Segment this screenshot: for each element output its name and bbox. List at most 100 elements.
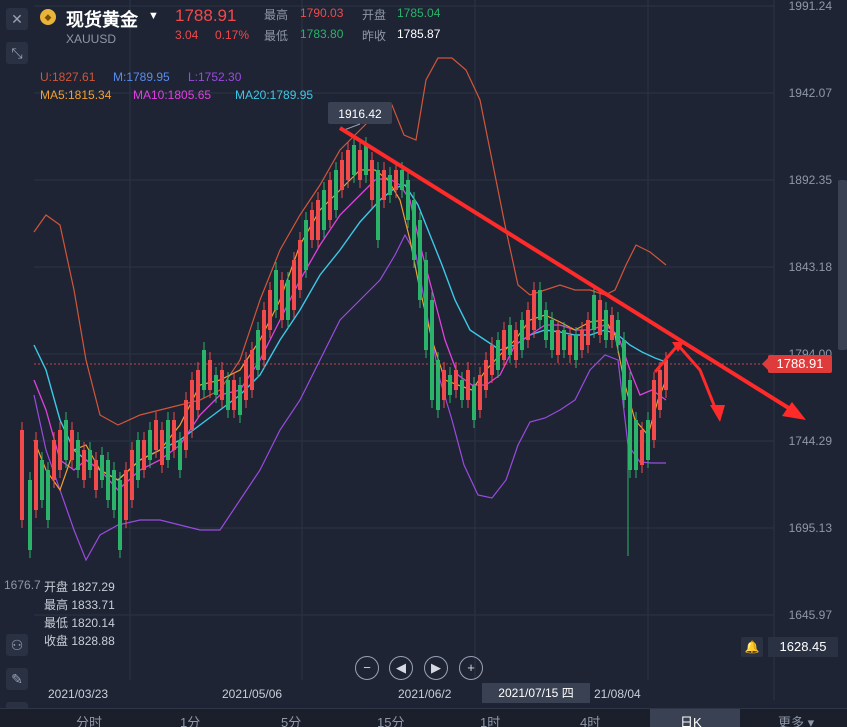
candle-body bbox=[616, 320, 620, 345]
candle-body bbox=[190, 380, 194, 430]
active-tab-highlight bbox=[650, 709, 740, 727]
visible-low-value: 1628.45 bbox=[768, 637, 838, 657]
candle-body bbox=[640, 430, 644, 465]
candle-body bbox=[154, 420, 158, 450]
step-back-button[interactable]: ◀ bbox=[389, 656, 413, 680]
candle-body bbox=[370, 160, 374, 200]
date-label: 2021/05/06 bbox=[222, 687, 283, 701]
candle-body bbox=[562, 330, 566, 350]
candle-body bbox=[238, 385, 242, 415]
tab-5min[interactable]: 5分 bbox=[281, 715, 302, 727]
candle-body bbox=[142, 440, 146, 470]
low-value: 1783.80 bbox=[300, 27, 344, 41]
close-icon[interactable]: ✕ bbox=[6, 8, 28, 30]
candle-body bbox=[394, 170, 398, 190]
y-tick-label: 1695.13 bbox=[789, 521, 833, 535]
bell-icon[interactable]: 🔔 bbox=[741, 637, 763, 657]
candle-body bbox=[460, 380, 464, 400]
candle-body bbox=[430, 300, 434, 400]
candle-body bbox=[322, 190, 326, 230]
peak-pointer bbox=[343, 123, 361, 131]
plot-area bbox=[34, 0, 774, 680]
candle-body bbox=[502, 330, 506, 360]
tab-daily[interactable]: 日K bbox=[680, 715, 702, 727]
tab-more[interactable]: 更多 ▾ bbox=[778, 712, 814, 727]
candle-body bbox=[262, 310, 266, 360]
tab-15min[interactable]: 15分 bbox=[377, 715, 405, 727]
candle-body bbox=[358, 150, 362, 180]
ma20-value: MA20:1789.95 bbox=[235, 88, 314, 102]
candle-body bbox=[184, 400, 188, 450]
tab-4hour[interactable]: 4时 bbox=[580, 715, 601, 727]
period-tabs: 分时 1分 5分 15分 1时 4时 日K 更多 ▾ bbox=[0, 708, 847, 727]
y-tick-label: 1991.24 bbox=[789, 0, 833, 13]
zoom-out-button[interactable]: − bbox=[355, 656, 379, 680]
candle-body bbox=[346, 150, 350, 180]
collapse-icon[interactable]: ⤡ bbox=[6, 42, 28, 64]
crosshair-date: 2021/07/15 四 bbox=[482, 683, 590, 703]
open-label: 开盘 bbox=[362, 8, 387, 22]
candle-body bbox=[46, 470, 50, 520]
candle-body bbox=[376, 170, 380, 240]
candle-body bbox=[514, 330, 518, 360]
candle-body bbox=[550, 320, 554, 350]
high-label: 最高 bbox=[264, 8, 289, 22]
candle-body bbox=[586, 320, 590, 345]
zoom-in-button[interactable]: + bbox=[459, 656, 483, 680]
candle-body bbox=[220, 370, 224, 400]
y-tick-label: 1645.97 bbox=[789, 608, 833, 622]
candle-body bbox=[64, 420, 68, 460]
candle-body bbox=[634, 420, 638, 470]
candle-body bbox=[382, 170, 386, 200]
y-tick-label: 1843.18 bbox=[789, 260, 833, 274]
candle-body bbox=[544, 310, 548, 340]
candle-body bbox=[100, 455, 104, 480]
peak-label: 1916.42 bbox=[338, 107, 382, 121]
y-tick-label: 1942.07 bbox=[789, 86, 833, 100]
trend-line bbox=[338, 126, 797, 414]
candle-body bbox=[532, 290, 536, 330]
candle-body bbox=[436, 360, 440, 410]
candle-body bbox=[34, 440, 38, 510]
boll-lower-line bbox=[33, 233, 666, 562]
chevron-down-icon[interactable]: ▼ bbox=[148, 10, 159, 22]
candle-body bbox=[76, 440, 80, 470]
candle-body bbox=[88, 450, 92, 470]
candle-body bbox=[580, 330, 584, 350]
projection-arrow-head bbox=[710, 405, 725, 422]
candle-body bbox=[58, 430, 62, 470]
candle-body bbox=[388, 175, 392, 195]
scroll-handle bbox=[838, 180, 847, 350]
price-change-pct: 0.17% bbox=[215, 28, 250, 42]
trend-arrow-head bbox=[782, 402, 806, 420]
candle-body bbox=[466, 370, 470, 400]
date-label: 2021/03/23 bbox=[48, 687, 109, 701]
candle-body bbox=[20, 430, 24, 520]
candle-body bbox=[82, 450, 86, 480]
candle-body bbox=[124, 470, 128, 520]
candle-body bbox=[292, 260, 296, 310]
last-price: 1788.91 bbox=[175, 6, 237, 25]
y-tick-label: 1892.35 bbox=[789, 173, 833, 187]
candle-body bbox=[406, 180, 410, 220]
ma10-value: MA10:1805.65 bbox=[133, 88, 212, 102]
candle-body bbox=[268, 290, 272, 330]
candle-body bbox=[178, 440, 182, 470]
gold-coin-icon: ◆ bbox=[40, 9, 56, 25]
tab-1min[interactable]: 1分 bbox=[180, 715, 201, 727]
instrument-code: XAUUSD bbox=[66, 32, 117, 46]
draw-icon[interactable]: ✎ bbox=[6, 668, 28, 690]
instrument-name[interactable]: 现货黄金 bbox=[66, 10, 138, 30]
candle-body bbox=[226, 380, 230, 410]
step-forward-button[interactable]: ▶ bbox=[424, 656, 448, 680]
candle-body bbox=[646, 420, 650, 460]
tab-intraday[interactable]: 分时 bbox=[76, 715, 103, 727]
tab-1hour[interactable]: 1时 bbox=[480, 715, 501, 727]
chevron-down-icon[interactable]: ▾ bbox=[807, 715, 815, 727]
candle-body bbox=[196, 370, 200, 410]
candle-body bbox=[496, 340, 500, 370]
y-tick-label: 1744.29 bbox=[789, 434, 833, 448]
candle-body bbox=[334, 170, 338, 210]
indicator-icon[interactable]: ⚇ bbox=[6, 634, 28, 656]
